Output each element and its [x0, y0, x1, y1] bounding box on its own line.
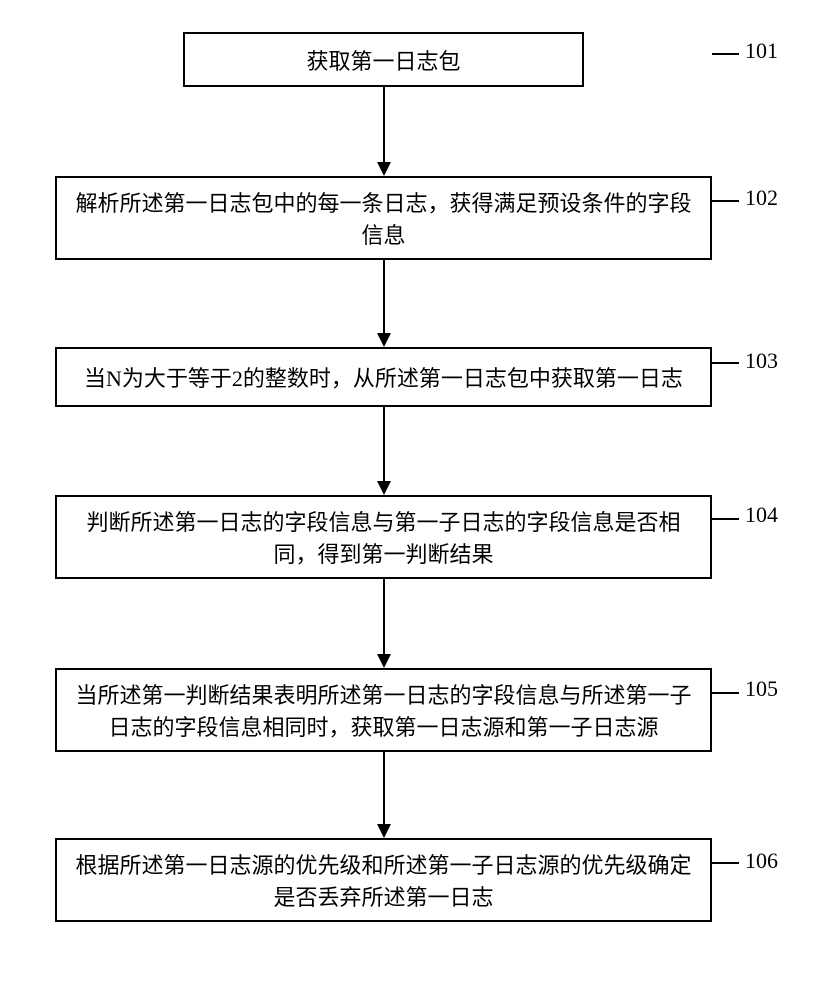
step-105-tick [712, 692, 739, 694]
step-102-box: 解析所述第一日志包中的每一条日志，获得满足预设条件的字段信息 [55, 176, 712, 260]
arrow-101-102-line [383, 87, 385, 162]
arrow-103-104-head [377, 481, 391, 495]
step-105-label: 105 [745, 676, 778, 702]
step-104-tick [712, 518, 739, 520]
step-106-text: 根据所述第一日志源的优先级和所述第一子日志源的优先级确定是否丢弃所述第一日志 [69, 848, 698, 912]
step-105-box: 当所述第一判断结果表明所述第一日志的字段信息与所述第一子日志的字段信息相同时，获… [55, 668, 712, 752]
step-104-text: 判断所述第一日志的字段信息与第一子日志的字段信息是否相同，得到第一判断结果 [69, 505, 698, 569]
step-103-box: 当N为大于等于2的整数时，从所述第一日志包中获取第一日志 [55, 347, 712, 407]
arrow-102-103-head [377, 333, 391, 347]
arrow-105-106-head [377, 824, 391, 838]
arrow-104-105-line [383, 579, 385, 654]
step-101-tick [712, 53, 739, 55]
step-103-text: 当N为大于等于2的整数时，从所述第一日志包中获取第一日志 [84, 361, 683, 393]
step-106-tick [712, 862, 739, 864]
arrow-101-102-head [377, 162, 391, 176]
arrow-105-106-line [383, 752, 385, 824]
step-101-label: 101 [745, 38, 778, 64]
flowchart-canvas: 获取第一日志包 101 解析所述第一日志包中的每一条日志，获得满足预设条件的字段… [0, 0, 836, 1000]
step-103-label: 103 [745, 348, 778, 374]
step-104-box: 判断所述第一日志的字段信息与第一子日志的字段信息是否相同，得到第一判断结果 [55, 495, 712, 579]
step-101-box: 获取第一日志包 [183, 32, 584, 87]
arrow-103-104-line [383, 407, 385, 481]
step-106-box: 根据所述第一日志源的优先级和所述第一子日志源的优先级确定是否丢弃所述第一日志 [55, 838, 712, 922]
step-101-text: 获取第一日志包 [306, 44, 460, 76]
arrow-104-105-head [377, 654, 391, 668]
arrow-102-103-line [383, 260, 385, 333]
step-102-label: 102 [745, 185, 778, 211]
step-103-tick [712, 362, 739, 364]
step-106-label: 106 [745, 848, 778, 874]
step-102-text: 解析所述第一日志包中的每一条日志，获得满足预设条件的字段信息 [69, 186, 698, 250]
step-102-tick [712, 200, 739, 202]
step-105-text: 当所述第一判断结果表明所述第一日志的字段信息与所述第一子日志的字段信息相同时，获… [69, 678, 698, 742]
step-104-label: 104 [745, 502, 778, 528]
